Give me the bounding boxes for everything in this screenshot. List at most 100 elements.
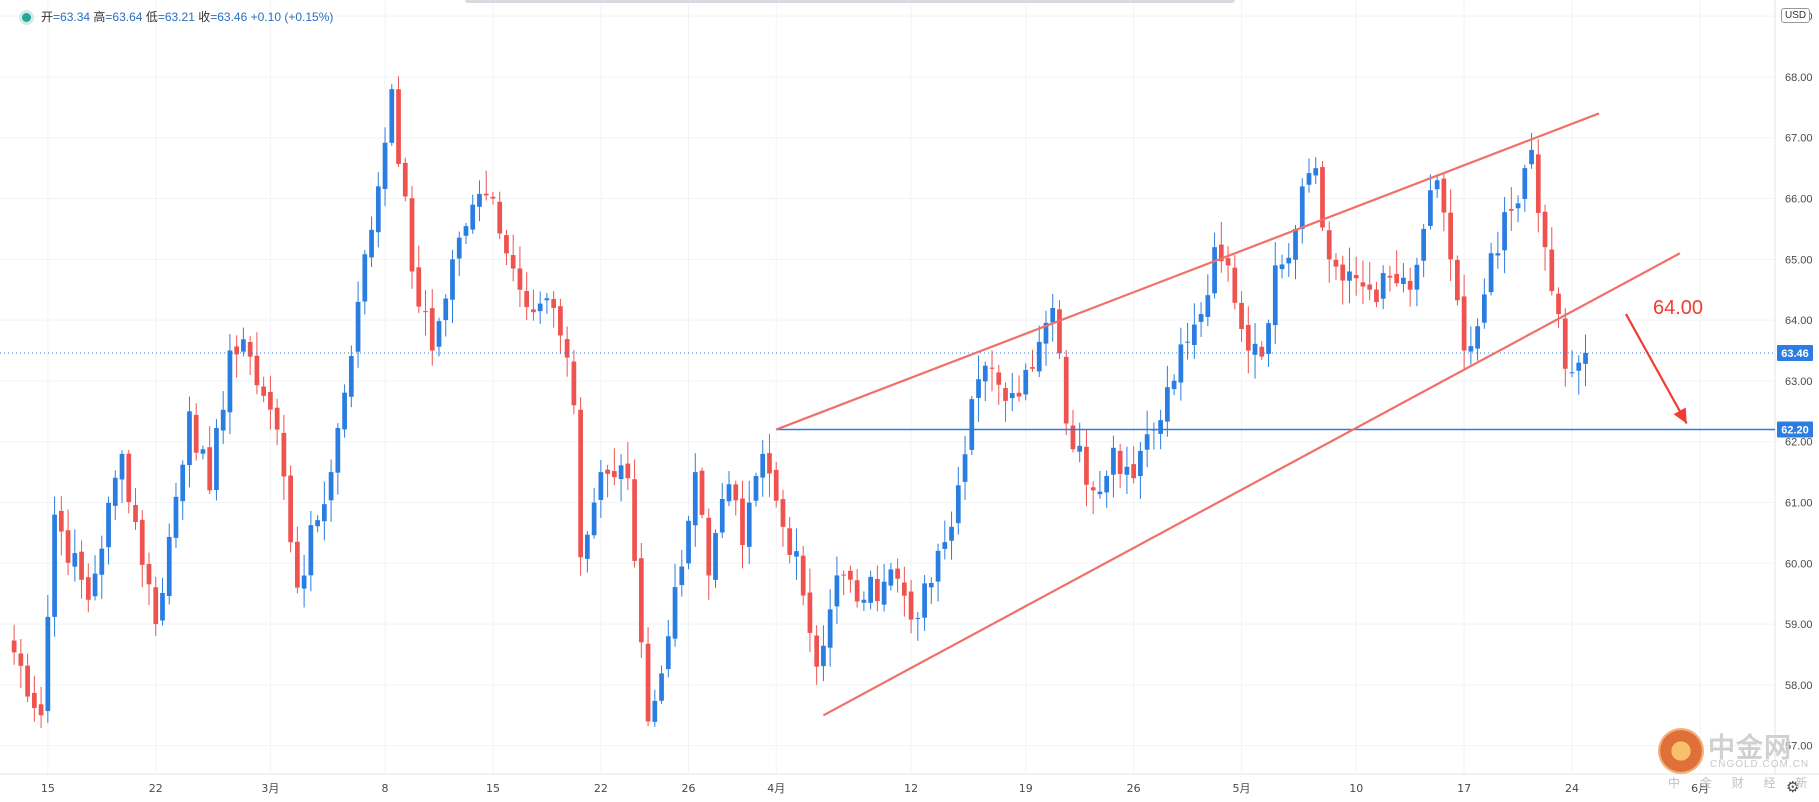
candle-body — [1036, 341, 1042, 372]
candle-body — [1239, 302, 1244, 329]
x-tick-label: 22 — [594, 782, 608, 795]
candle-body — [571, 361, 577, 406]
candle-body — [800, 555, 806, 596]
candle-body — [1374, 289, 1379, 303]
currency-label[interactable]: USD — [1781, 8, 1811, 23]
y-tick-label: 65.00 — [1785, 254, 1813, 266]
candle-body — [692, 472, 698, 526]
candle-body — [982, 365, 988, 382]
gear-icon[interactable]: ⚙ — [1786, 779, 1800, 796]
candle-body — [1414, 264, 1420, 290]
candle-body — [369, 229, 374, 258]
y-tick-label: 57.00 — [1785, 741, 1813, 753]
candle-body — [1023, 369, 1029, 395]
candle-body — [1347, 271, 1352, 281]
candle-body — [321, 504, 327, 522]
candle-body — [638, 558, 644, 643]
candle-body — [207, 447, 213, 491]
candle-body — [1326, 230, 1332, 260]
candle-body — [659, 673, 664, 701]
candle-body — [1394, 273, 1400, 284]
candle-body — [1077, 445, 1083, 452]
candle-body — [875, 578, 880, 602]
candle-body — [1542, 211, 1548, 248]
candle-body — [1171, 380, 1177, 390]
candle-body — [861, 599, 867, 603]
y-tick-label: 59.00 — [1785, 619, 1813, 631]
candle-body — [915, 618, 921, 620]
candle-body — [686, 520, 691, 564]
candle-body — [1502, 212, 1507, 251]
x-tick-label: 12 — [904, 782, 918, 795]
candle-body — [1117, 450, 1123, 474]
candle-body — [854, 580, 860, 602]
candle-body — [544, 298, 550, 301]
candle-body — [1293, 228, 1298, 260]
x-tick-label: 15 — [41, 782, 55, 795]
candle-body — [1481, 294, 1487, 323]
close-value: =63.46 — [210, 10, 248, 24]
candle-body — [679, 566, 685, 586]
candle-body — [375, 186, 381, 233]
x-tick-label: 4月 — [767, 782, 785, 795]
candle-body — [335, 427, 341, 473]
candle-body — [1556, 293, 1561, 315]
candle-body — [1569, 372, 1575, 374]
candle-body — [247, 341, 253, 357]
candle-body — [935, 550, 941, 582]
candle-body — [423, 311, 428, 313]
candle-body — [719, 499, 725, 533]
candle-body — [220, 409, 226, 431]
candle-body — [106, 502, 111, 548]
candle-body — [1158, 420, 1163, 434]
candle-body — [773, 469, 779, 501]
x-tick-label: 15 — [486, 782, 500, 795]
trendline-upper — [775, 112, 1600, 431]
candle-body — [92, 573, 98, 597]
candle-body — [1340, 264, 1346, 281]
high-label: 高 — [93, 10, 106, 24]
x-tick-label: 26 — [682, 782, 696, 795]
candle-body — [1367, 284, 1373, 290]
candle-body — [1380, 273, 1386, 299]
candle-body — [214, 428, 219, 491]
candle-body — [146, 563, 152, 585]
candle-body — [895, 568, 900, 579]
candle-body — [477, 193, 482, 207]
candle-body — [1097, 491, 1103, 495]
candle-body — [443, 298, 449, 321]
candle-body — [1191, 324, 1197, 346]
candle-body — [227, 350, 233, 413]
candle-body — [1063, 356, 1069, 424]
close-label: 收 — [198, 10, 211, 24]
candle-body — [1050, 307, 1056, 323]
candle-body — [1306, 173, 1312, 185]
candle-body — [868, 576, 873, 603]
candle-body — [881, 581, 887, 605]
x-tick-label: 24 — [1565, 782, 1579, 795]
candle-body — [1576, 362, 1582, 371]
candle-body — [1185, 341, 1190, 343]
candle-body — [672, 587, 678, 639]
candle-body — [281, 432, 287, 477]
candle-body — [85, 577, 91, 600]
candle-body — [888, 569, 894, 586]
candle-body — [112, 477, 118, 506]
candle-body — [1434, 180, 1440, 190]
y-tick-label: 63.00 — [1785, 376, 1813, 388]
candle-body — [1272, 265, 1278, 326]
candle-body — [166, 536, 172, 597]
candle-body — [510, 255, 516, 269]
change-percent: (+0.15%) — [284, 10, 334, 24]
candle-body — [787, 528, 793, 555]
y-tick-label: 68.00 — [1785, 72, 1813, 84]
candle-body — [11, 640, 17, 653]
candle-body — [1205, 295, 1211, 317]
candle-body — [1495, 253, 1501, 256]
candle-body — [187, 411, 192, 466]
candle-body — [1225, 258, 1231, 266]
candle-body — [524, 291, 530, 308]
watermark-tagline: 中 金 财 经 新 媒 体 — [1668, 776, 1819, 790]
y-tick-label: 61.00 — [1785, 498, 1813, 510]
